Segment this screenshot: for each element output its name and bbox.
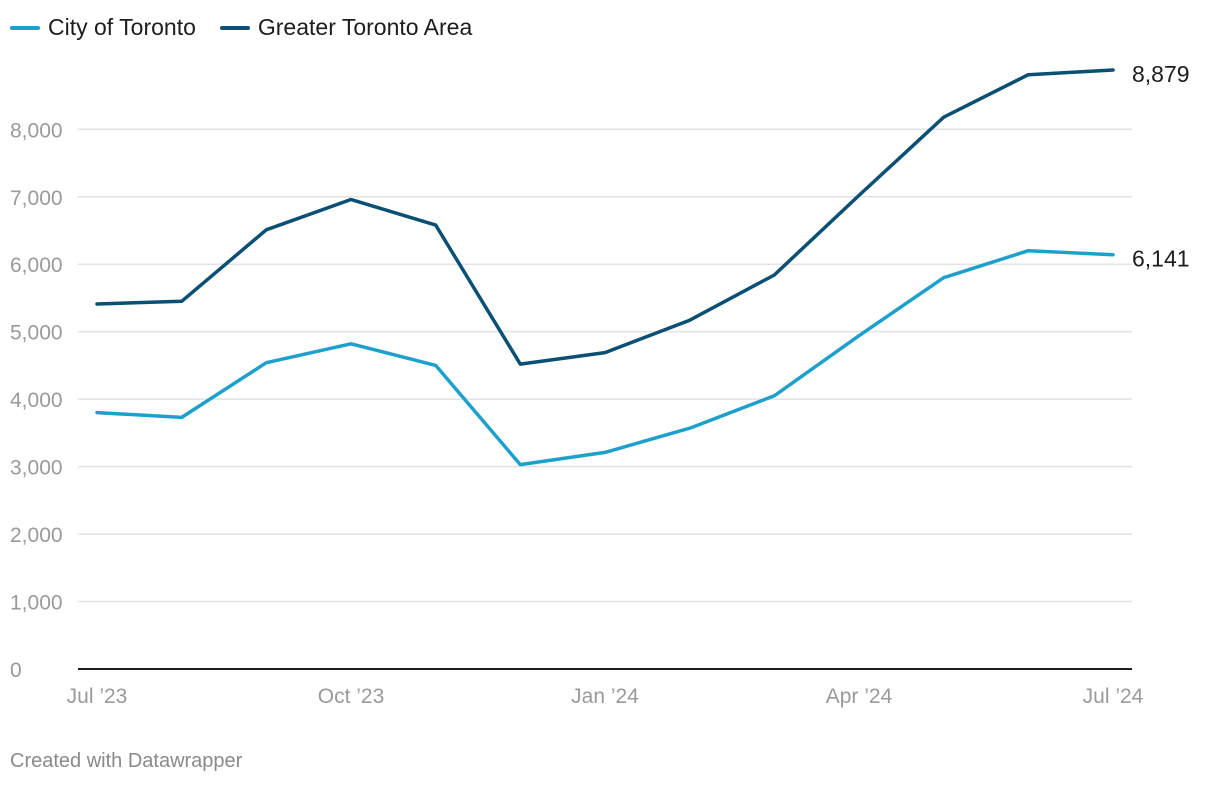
end-label-city-of-toronto: 6,141 [1132,246,1190,272]
legend-swatch-city [10,25,40,30]
legend-label-gta: Greater Toronto Area [257,14,473,40]
y-tick-label: 7,000 [10,187,63,210]
legend-item-gta: Greater Toronto Area [219,14,473,41]
x-axis-ticks: Jul ’23 Oct ’23 Jan ’24 Apr ’24 Jul ’24 [67,685,1144,708]
x-tick-label: Apr ’24 [826,685,893,708]
credit-text: Created with Datawrapper [10,750,243,772]
y-tick-label: 4,000 [10,389,63,412]
y-axis-ticks: 0 1,000 2,000 3,000 4,000 5,000 6,000 7,000 8,00… [10,119,63,682]
x-tick-label: Jan ’24 [571,685,639,708]
x-tick-label: Jul ’24 [1083,685,1144,708]
gridlines [78,128,1132,603]
y-tick-label: 6,000 [10,254,63,277]
end-labels: 6,141 8,879 [1132,61,1190,272]
y-tick-label: 3,000 [10,457,63,480]
series-line-greater-toronto-area [95,68,1115,366]
legend-label-city: City of Toronto [48,14,196,40]
x-tick-label: Jul ’23 [67,685,128,708]
series-line-city-of-toronto [95,248,1115,467]
y-tick-label: 5,000 [10,322,63,345]
y-tick-label: 1,000 [10,592,63,615]
end-label-greater-toronto-area: 8,879 [1132,61,1190,87]
series-lines [95,68,1115,467]
legend-item-city: City of Toronto [10,14,196,41]
x-tick-label: Oct ’23 [318,685,385,708]
legend-swatch-gta [219,25,250,30]
y-tick-label: 2,000 [10,524,63,547]
legend: City of Toronto Greater Toronto Area [10,14,496,41]
y-tick-label: 8,000 [10,119,63,142]
y-tick-label: 0 [10,659,22,682]
